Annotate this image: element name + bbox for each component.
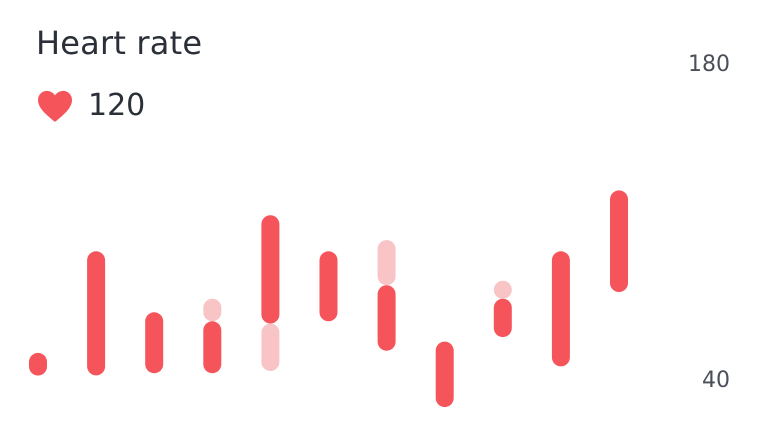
current-heart-rate: 120 <box>88 88 146 123</box>
range-bar-5 <box>319 251 338 322</box>
y-tick-max: 180 <box>688 52 730 77</box>
y-tick-min: 40 <box>702 368 730 393</box>
range-bar-7 <box>435 341 454 408</box>
range-bar-4 <box>261 215 280 324</box>
range-bar-light-8 <box>493 280 512 299</box>
range-bar-light-3 <box>203 298 222 322</box>
range-bar-6 <box>377 285 396 351</box>
range-bar-9 <box>551 251 570 367</box>
range-bar-0 <box>29 352 47 376</box>
range-bar-10 <box>610 190 628 292</box>
range-bar-light-6 <box>377 240 396 286</box>
range-bar-2 <box>145 312 164 374</box>
heart-icon <box>38 90 72 122</box>
current-reading: 120 <box>36 88 145 123</box>
range-bar-1 <box>87 251 106 376</box>
range-bar-8 <box>493 298 512 338</box>
range-bar-3 <box>203 321 222 374</box>
range-bar-light-4 <box>261 323 280 371</box>
chart-title: Heart rate <box>36 24 203 62</box>
